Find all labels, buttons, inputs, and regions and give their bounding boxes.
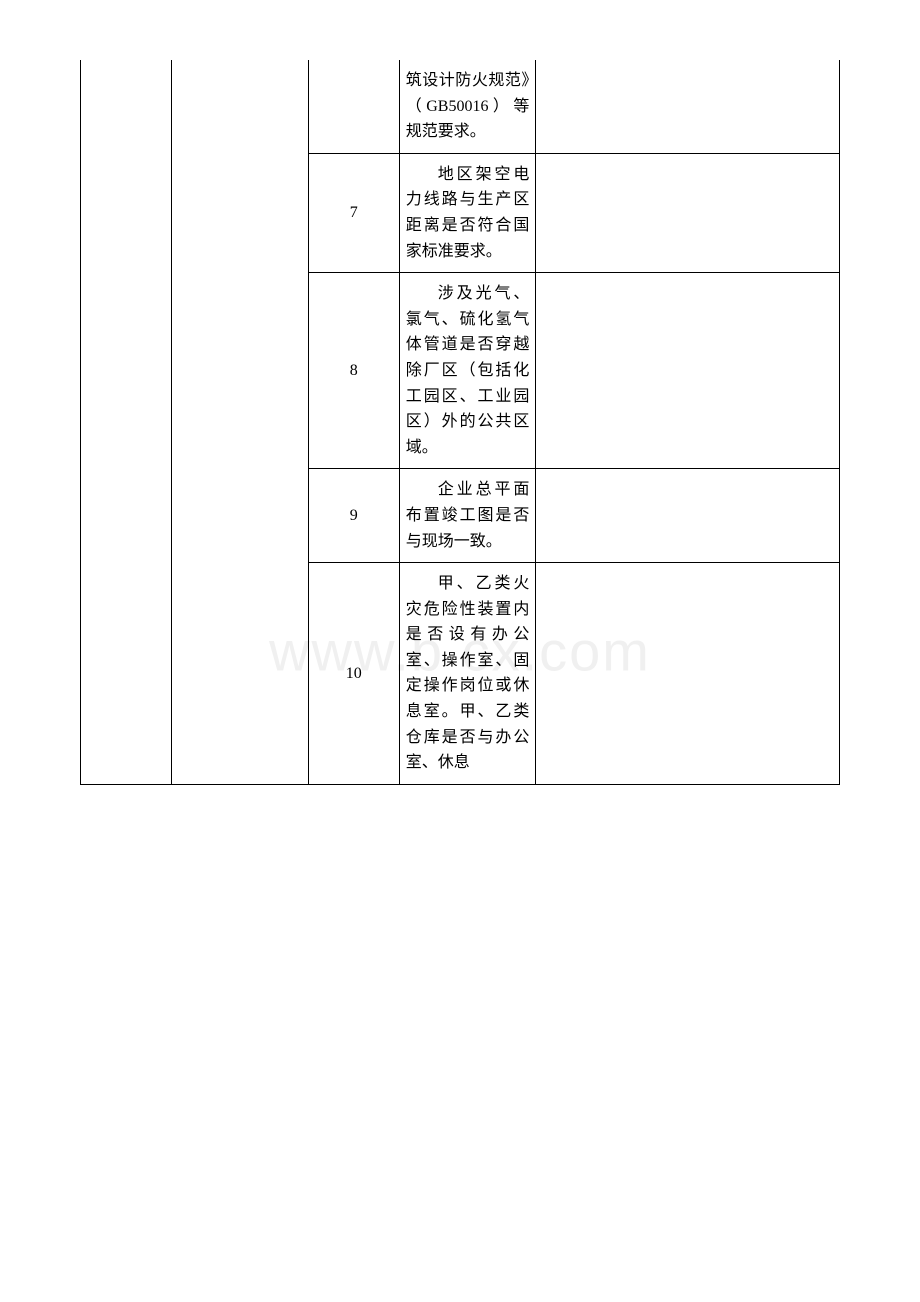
remark-cell (536, 273, 840, 469)
content-cell: 涉及光气、氯气、硫化氢气体管道是否穿越除厂区（包括化工园区、工业园区）外的公共区… (399, 273, 536, 469)
content-text: 地区架空电力线路与生产区距离是否符合国家标准要求。 (406, 162, 530, 264)
row-number-cell: 10 (308, 563, 399, 785)
content-cell: 企业总平面布置竣工图是否与现场一致。 (399, 469, 536, 563)
content-text: 筑设计防火规范》（GB50016）等规范要求。 (406, 68, 530, 145)
row-number-cell: 8 (308, 273, 399, 469)
row-number-cell (308, 60, 399, 153)
content-cell: 甲、乙类火灾危险性装置内是否设有办公室、操作室、固定操作岗位或休息室。甲、乙类仓… (399, 563, 536, 785)
remark-cell (536, 153, 840, 272)
content-text: 企业总平面布置竣工图是否与现场一致。 (406, 477, 530, 554)
content-text: 涉及光气、氯气、硫化氢气体管道是否穿越除厂区（包括化工园区、工业园区）外的公共区… (406, 281, 530, 460)
inspection-table: 筑设计防火规范》（GB50016）等规范要求。7地区架空电力线路与生产区距离是否… (80, 60, 840, 785)
row-number-cell: 9 (308, 469, 399, 563)
table-row: 筑设计防火规范》（GB50016）等规范要求。 (81, 60, 840, 153)
remark-cell (536, 469, 840, 563)
content-cell: 筑设计防火规范》（GB50016）等规范要求。 (399, 60, 536, 153)
content-cell: 地区架空电力线路与生产区距离是否符合国家标准要求。 (399, 153, 536, 272)
content-text: 甲、乙类火灾危险性装置内是否设有办公室、操作室、固定操作岗位或休息室。甲、乙类仓… (406, 571, 530, 776)
category-cell-1 (81, 60, 172, 784)
remark-cell (536, 60, 840, 153)
remark-cell (536, 563, 840, 785)
category-cell-2 (172, 60, 309, 784)
row-number-cell: 7 (308, 153, 399, 272)
